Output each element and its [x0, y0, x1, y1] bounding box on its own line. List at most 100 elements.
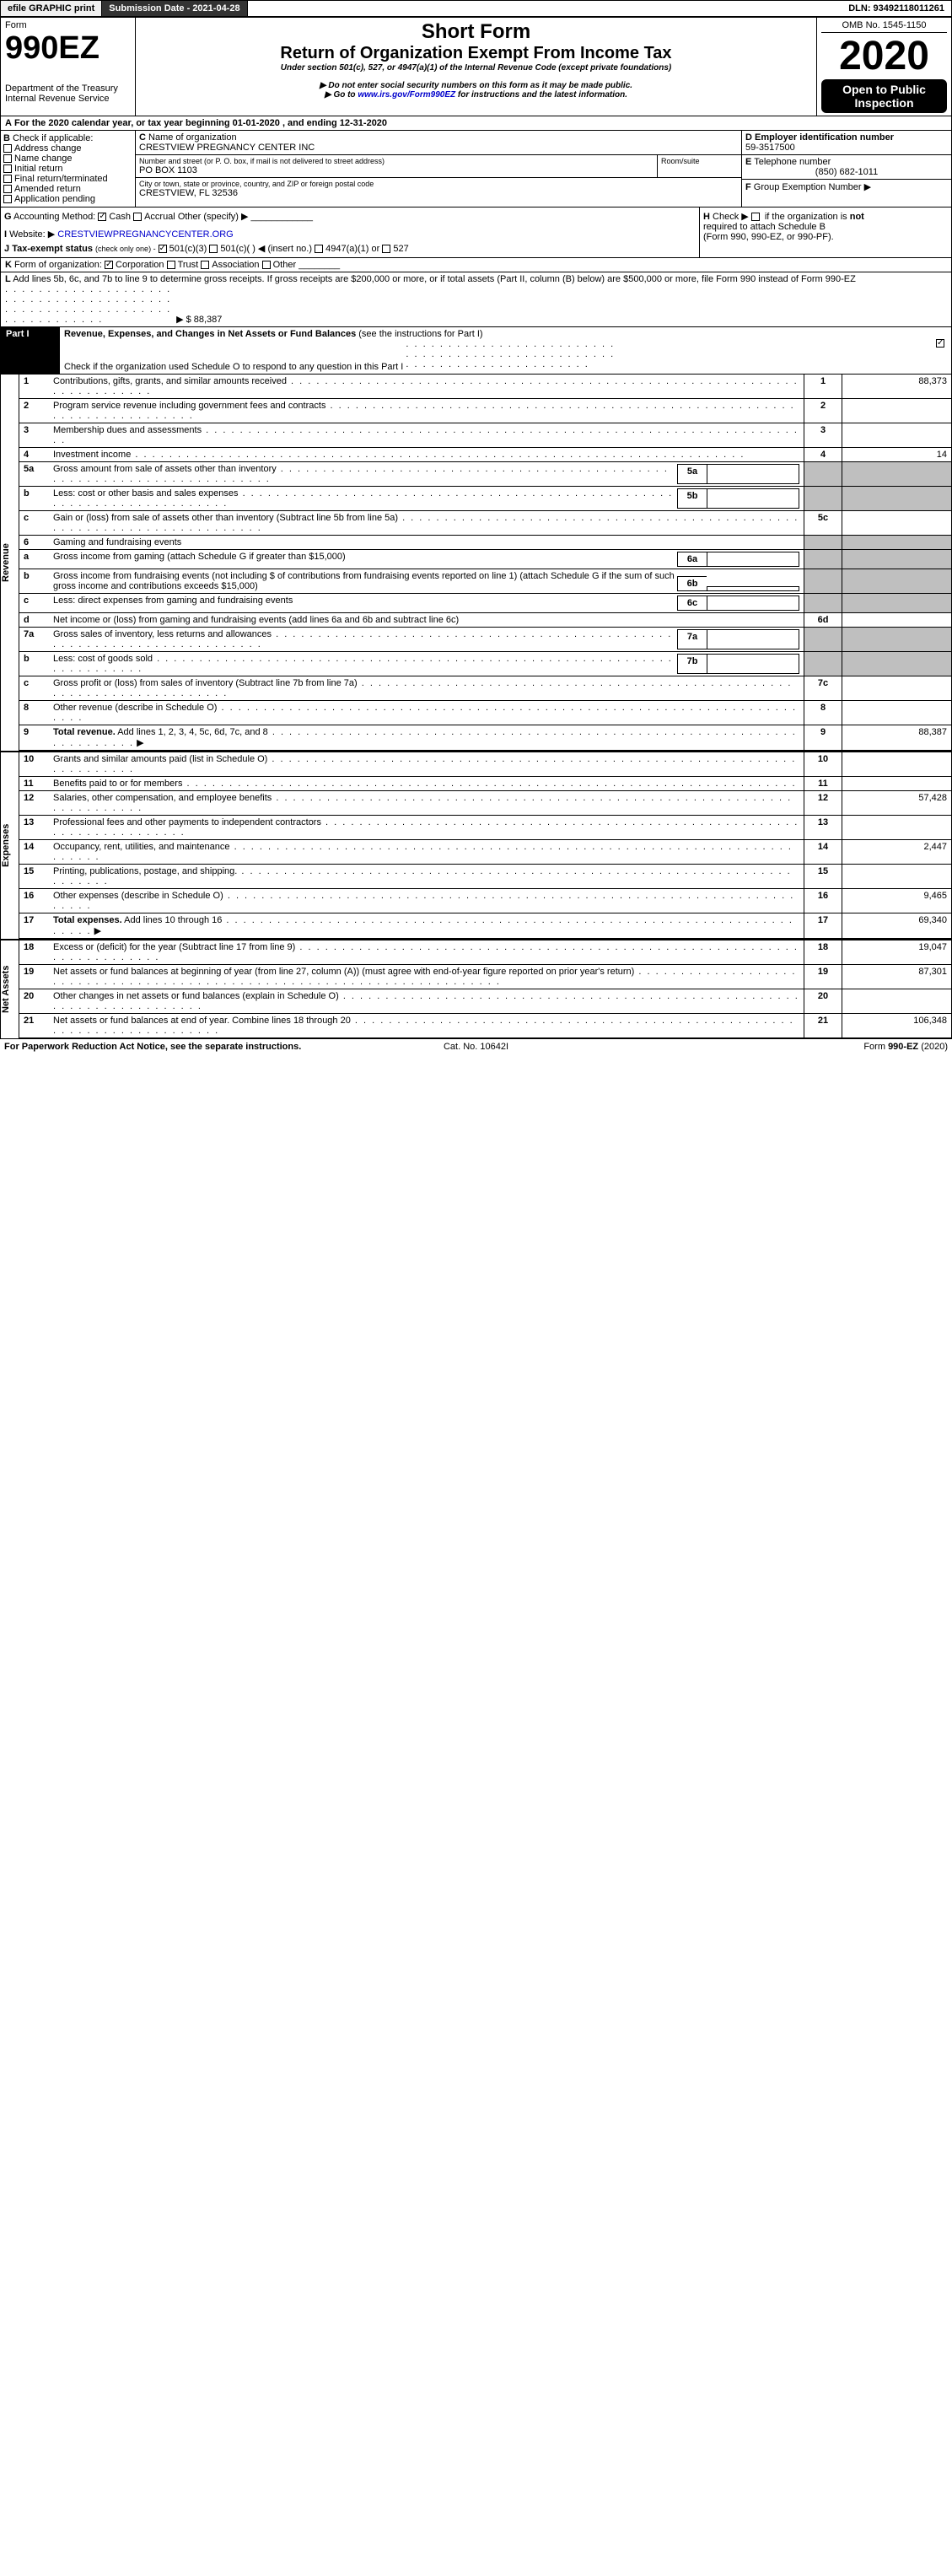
l-text: Add lines 5b, 6c, and 7b to line 9 to de…	[13, 274, 856, 284]
j-527[interactable]: 527	[382, 244, 408, 254]
goto-link[interactable]: www.irs.gov/Form990EZ	[358, 90, 455, 100]
f-label: F Group Exemption Number ▶	[745, 181, 948, 192]
dept-irs: Internal Revenue Service	[5, 94, 131, 104]
ein-value: 59-3517500	[745, 143, 948, 153]
h-checkbox[interactable]	[751, 213, 760, 221]
short-form-title: Short Form	[140, 20, 812, 44]
line-20: 20Other changes in net assets or fund ba…	[19, 989, 951, 1014]
c-label-text: Name of organization	[148, 132, 237, 143]
l-value: 88,387	[194, 315, 223, 325]
i-label: Website: ▶	[9, 229, 55, 240]
b-opt-final[interactable]: Final return/terminated	[3, 174, 132, 184]
h-text3: required to attach Schedule B	[703, 222, 948, 232]
netassets-side-label: Net Assets	[1, 940, 11, 1038]
line-5a: 5a Gross amount from sale of assets othe…	[19, 462, 951, 487]
k-other[interactable]: Other	[262, 260, 297, 270]
line-5b: b Less: cost or other basis and sales ex…	[19, 487, 951, 511]
g-cash[interactable]: Cash	[98, 212, 131, 222]
b-opt-pending[interactable]: Application pending	[3, 194, 132, 204]
part1-body: Revenue 1 Contributions, gifts, grants, …	[0, 375, 952, 751]
return-title: Return of Organization Exempt From Incom…	[140, 44, 812, 63]
d-label: D Employer identification number	[745, 132, 948, 143]
line-16: 16Other expenses (describe in Schedule O…	[19, 889, 951, 913]
line-15: 15Printing, publications, postage, and s…	[19, 865, 951, 889]
line-6: 6 Gaming and fundraising events	[19, 536, 951, 550]
j-note: (check only one) -	[95, 245, 156, 253]
line-10: 10Grants and similar amounts paid (list …	[19, 752, 951, 777]
line-k: K Form of organization: Corporation Trus…	[0, 258, 952, 272]
page-footer: For Paperwork Reduction Act Notice, see …	[0, 1039, 952, 1054]
efile-print-button[interactable]: efile GRAPHIC print	[1, 1, 102, 16]
b-opt-initial[interactable]: Initial return	[3, 164, 132, 174]
g-accrual[interactable]: Accrual	[133, 212, 175, 222]
open-public-inspection: Open to Public Inspection	[821, 79, 947, 113]
line-11: 11Benefits paid to or for members11	[19, 777, 951, 791]
line-a: A For the 2020 calendar year, or tax yea…	[0, 116, 952, 131]
form-number: 990EZ	[5, 30, 131, 67]
part1-check-text: Check if the organization used Schedule …	[64, 362, 403, 372]
line-6b: b Gross income from fundraising events (…	[19, 569, 951, 594]
subtitle: Under section 501(c), 527, or 4947(a)(1)…	[140, 63, 812, 73]
line-19: 19Net assets or fund balances at beginni…	[19, 965, 951, 989]
g-other[interactable]: Other (specify) ▶	[178, 212, 249, 222]
line-17: 17Total expenses. Add lines 10 through 1…	[19, 913, 951, 939]
j-501c[interactable]: 501(c)( ) ◀ (insert no.)	[209, 244, 312, 254]
b-opt-name[interactable]: Name change	[3, 154, 132, 164]
line-18: 18Excess or (deficit) for the year (Subt…	[19, 940, 951, 965]
form-word: Form	[5, 20, 131, 30]
line-21: 21Net assets or fund balances at end of …	[19, 1014, 951, 1038]
b-opt-address[interactable]: Address change	[3, 143, 132, 154]
revenue-side-label: Revenue	[1, 375, 19, 751]
website-link[interactable]: CRESTVIEWPREGNANCYCENTER.ORG	[57, 229, 233, 240]
footer-left: For Paperwork Reduction Act Notice, see …	[4, 1042, 319, 1052]
line-8: 8 Other revenue (describe in Schedule O)…	[19, 701, 951, 725]
addr-value: PO BOX 1103	[139, 165, 653, 175]
h-text2: if the organization is	[765, 212, 850, 222]
part1-note: (see the instructions for Part I)	[358, 329, 482, 339]
dln-text: DLN: 93492118011261	[842, 1, 951, 16]
topbar-spacer	[248, 1, 842, 16]
line-7a: 7a Gross sales of inventory, less return…	[19, 628, 951, 652]
h-not: not	[850, 212, 864, 222]
line-12: 12Salaries, other compensation, and empl…	[19, 791, 951, 816]
b-label: B Check if applicable:	[3, 133, 132, 143]
line-9: 9 Total revenue. Add lines 1, 2, 3, 4, 5…	[19, 725, 951, 751]
footer-cat: Cat. No. 10642I	[319, 1042, 633, 1052]
line-6a: a Gross income from gaming (attach Sched…	[19, 550, 951, 569]
line-l: L Add lines 5b, 6c, and 7b to line 9 to …	[0, 272, 952, 327]
j-501c3[interactable]: 501(c)(3)	[159, 244, 207, 254]
expenses-side-label: Expenses	[1, 752, 11, 939]
ssn-warning: ▶ Do not enter social security numbers o…	[140, 81, 812, 90]
k-trust[interactable]: Trust	[167, 260, 199, 270]
part1-label: Part I	[1, 327, 60, 374]
line-6c: c Less: direct expenses from gaming and …	[19, 594, 951, 613]
h-text4: (Form 990, 990-EZ, or 990-PF).	[703, 232, 948, 242]
b-label-text: Check if applicable:	[13, 133, 93, 143]
e-label: E Telephone number	[745, 157, 948, 167]
part1-checkbox[interactable]	[936, 339, 944, 348]
line-14: 14Occupancy, rent, utilities, and mainte…	[19, 840, 951, 865]
part1-header: Part I Revenue, Expenses, and Changes in…	[0, 327, 952, 375]
line-1: 1 Contributions, gifts, grants, and simi…	[19, 375, 951, 399]
line-2: 2 Program service revenue including gove…	[19, 399, 951, 423]
g-label: Accounting Method:	[13, 212, 95, 222]
room-label: Room/suite	[661, 157, 738, 165]
line-3: 3 Membership dues and assessments 3	[19, 423, 951, 448]
line-4: 4 Investment income 4 14	[19, 448, 951, 462]
b-opt-amended[interactable]: Amended return	[3, 184, 132, 194]
addr-label: Number and street (or P. O. box, if mail…	[139, 157, 653, 165]
line-13: 13Professional fees and other payments t…	[19, 816, 951, 840]
c-label: C Name of organization	[139, 132, 738, 143]
netassets-block: Net Assets 18Excess or (deficit) for the…	[0, 939, 952, 1039]
k-corp[interactable]: Corporation	[105, 260, 164, 270]
submission-date-badge: Submission Date - 2021-04-28	[102, 1, 247, 16]
expenses-block: Expenses 10Grants and similar amounts pa…	[0, 751, 952, 939]
j-4947[interactable]: 4947(a)(1) or	[315, 244, 379, 254]
k-assoc[interactable]: Association	[201, 260, 259, 270]
line-a-text: For the 2020 calendar year, or tax year …	[14, 118, 387, 128]
goto-pre: ▶ Go to	[325, 90, 358, 100]
city-label: City or town, state or province, country…	[139, 180, 738, 188]
h-text1: Check ▶	[713, 212, 749, 222]
part1-heading: Revenue, Expenses, and Changes in Net As…	[64, 329, 356, 339]
footer-right: Form 990-EZ (2020)	[633, 1042, 948, 1052]
